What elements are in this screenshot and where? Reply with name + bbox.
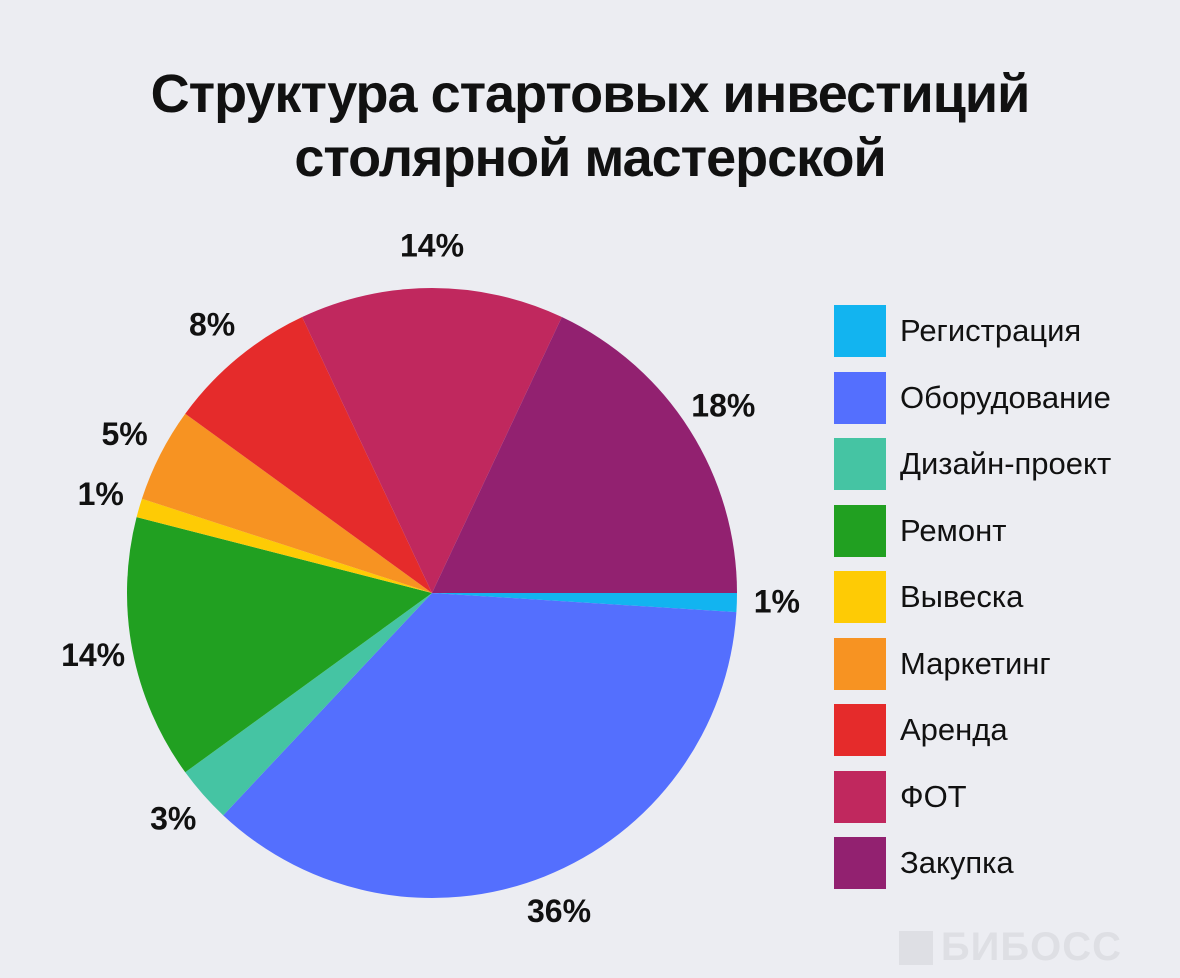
pie-slice-6	[141, 413, 432, 593]
legend-item-5: Вывеска	[834, 571, 1164, 623]
pie-slice-3	[185, 593, 432, 816]
legend-swatch	[834, 371, 886, 424]
legend-item-8: ФОТ	[834, 770, 1164, 823]
pie-value-label-9: 18%	[691, 388, 755, 424]
legend-label: Аренда	[900, 712, 1008, 747]
chart-title-line-1: Структура стартовых инвестиций	[150, 64, 1031, 124]
legend-label: ФОТ	[900, 778, 967, 814]
pie-slice-7	[185, 317, 432, 593]
chart-legend: Регистрация Оборудование Дизайн-проект Ремо…	[834, 305, 1164, 904]
legend-swatch	[834, 504, 886, 557]
legend-label: Ремонт	[900, 512, 1007, 548]
legend-item-1: Регистрация	[834, 305, 1164, 357]
legend-item-9: Закупка	[834, 837, 1164, 889]
legend-swatch	[834, 637, 886, 690]
legend-label: Регистрация	[900, 313, 1082, 348]
legend-label: Вывеска	[900, 579, 1024, 614]
pie-value-label-7: 8%	[189, 307, 235, 343]
legend-label: Маркетинг	[900, 645, 1051, 681]
legend-item-3: Дизайн-проект	[834, 438, 1164, 490]
legend-swatch	[834, 770, 886, 823]
legend-label: Оборудование	[900, 379, 1111, 415]
legend-item-2: Оборудование	[834, 371, 1164, 424]
legend-label: Дизайн-проект	[900, 446, 1112, 481]
pie-slice-5	[136, 498, 432, 593]
legend-label: Закупка	[900, 845, 1014, 880]
watermark: БИБОСС	[898, 925, 1122, 970]
chart-title-line-2: столярной мастерской	[294, 128, 886, 188]
pie-value-label-1: 1%	[754, 583, 800, 619]
pie-value-labels: 1% 36% 3% 14% 1% 5% 8% 14% 18%	[61, 227, 800, 929]
pie-slice-4	[127, 517, 433, 773]
chart-title: Структура стартовых инвестиций столярной…	[0, 62, 1180, 190]
legend-swatch	[834, 438, 886, 490]
pie-slice-1	[432, 593, 737, 613]
pie-value-label-2: 36%	[527, 893, 591, 929]
pie-value-label-4: 14%	[61, 637, 125, 673]
legend-swatch	[834, 571, 886, 623]
watermark-text: БИБОСС	[940, 925, 1122, 969]
pie-value-label-3: 3%	[150, 801, 196, 837]
legend-swatch	[834, 837, 886, 889]
pie-value-label-8: 14%	[400, 227, 464, 263]
legend-item-4: Ремонт	[834, 504, 1164, 557]
pie-value-label-5: 1%	[78, 476, 124, 512]
legend-swatch	[834, 704, 886, 756]
legend-swatch	[834, 305, 886, 357]
pie-slice-2	[223, 593, 737, 898]
watermark-logo-icon	[898, 930, 933, 965]
legend-item-7: Аренда	[834, 704, 1164, 756]
pie-value-label-6: 5%	[101, 416, 147, 452]
legend-item-6: Маркетинг	[834, 637, 1164, 690]
pie-slice-9	[432, 317, 737, 593]
pie-slice-8	[302, 288, 562, 593]
pie-slices	[127, 288, 737, 898]
